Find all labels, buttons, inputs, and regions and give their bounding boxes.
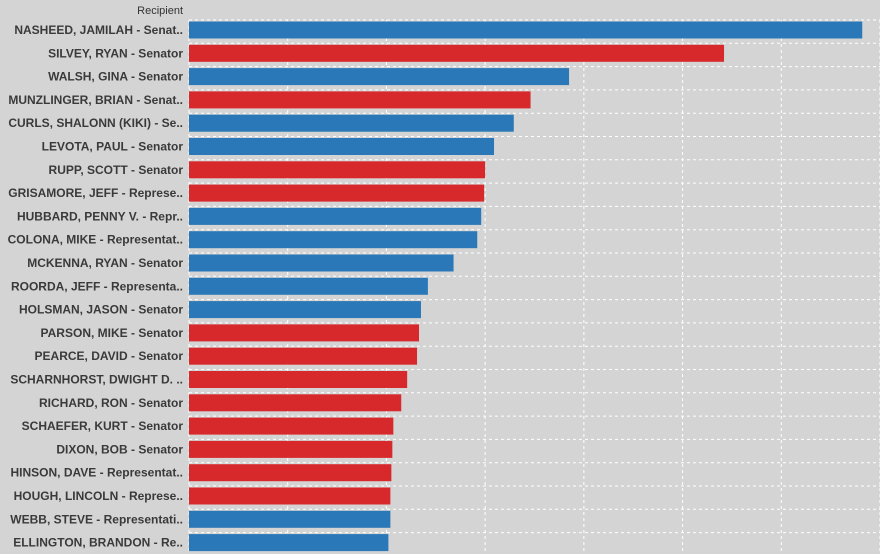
bar[interactable] xyxy=(189,417,394,435)
bar[interactable] xyxy=(189,464,392,482)
bar[interactable] xyxy=(189,44,725,62)
bar-row: HOLSMAN, JASON - Senator xyxy=(19,301,421,319)
category-label: SCHAEFER, KURT - Senator xyxy=(22,419,184,433)
bar[interactable] xyxy=(189,68,570,86)
bar-row: HINSON, DAVE - Representat.. xyxy=(11,464,392,482)
category-label: RUPP, SCOTT - Senator xyxy=(49,163,184,177)
bar-row: NASHEED, JAMILAH - Senat.. xyxy=(14,21,863,39)
bar-row: CURLS, SHALONN (KIKI) - Se.. xyxy=(8,114,514,132)
bar-row: HOUGH, LINCOLN - Represe.. xyxy=(14,487,391,505)
bar[interactable] xyxy=(189,207,482,225)
bar-row: WEBB, STEVE - Representati.. xyxy=(10,510,391,528)
bar-row: DIXON, BOB - Senator xyxy=(56,440,393,458)
bar-row: WALSH, GINA - Senator xyxy=(48,68,570,86)
category-label: HUBBARD, PENNY V. - Repr.. xyxy=(17,209,183,223)
category-label: DIXON, BOB - Senator xyxy=(56,442,183,456)
category-label: HOUGH, LINCOLN - Represe.. xyxy=(14,489,183,503)
category-label: MCKENNA, RYAN - Senator xyxy=(27,256,183,270)
bar[interactable] xyxy=(189,254,454,272)
category-label: GRISAMORE, JEFF - Represe.. xyxy=(8,186,183,200)
bar-row: RICHARD, RON - Senator xyxy=(39,394,402,412)
bar-row: HUBBARD, PENNY V. - Repr.. xyxy=(17,207,482,225)
category-label: SCHARNHORST, DWIGHT D. .. xyxy=(10,373,183,387)
bar[interactable] xyxy=(189,231,478,249)
category-label: CURLS, SHALONN (KIKI) - Se.. xyxy=(8,116,183,130)
bar[interactable] xyxy=(189,21,863,39)
category-label: NASHEED, JAMILAH - Senat.. xyxy=(14,23,183,37)
bar[interactable] xyxy=(189,487,391,505)
bar[interactable] xyxy=(189,371,408,388)
category-label: ROORDA, JEFF - Representa.. xyxy=(11,279,183,293)
category-label: ELLINGTON, BRANDON - Re.. xyxy=(13,536,183,550)
bar-row: SCHAEFER, KURT - Senator xyxy=(22,417,394,435)
bar[interactable] xyxy=(189,277,428,295)
bar[interactable] xyxy=(189,347,418,365)
bar-row: MCKENNA, RYAN - Senator xyxy=(27,254,454,272)
bar-row: SCHARNHORST, DWIGHT D. .. xyxy=(10,371,408,388)
bar-row: GRISAMORE, JEFF - Represe.. xyxy=(8,184,485,202)
bar-row: ROORDA, JEFF - Representa.. xyxy=(11,277,428,295)
category-label: HINSON, DAVE - Representat.. xyxy=(11,466,183,480)
bar-row: SILVEY, RYAN - Senator xyxy=(48,44,725,62)
bar-row: PEARCE, DAVID - Senator xyxy=(35,347,418,365)
bar-row: RUPP, SCOTT - Senator xyxy=(49,161,486,179)
category-label: LEVOTA, PAUL - Senator xyxy=(42,140,184,154)
bar[interactable] xyxy=(189,324,420,342)
y-axis-title: Recipient xyxy=(137,5,183,17)
bar[interactable] xyxy=(189,114,514,132)
bar[interactable] xyxy=(189,510,391,528)
category-label: WALSH, GINA - Senator xyxy=(48,70,183,84)
category-label: HOLSMAN, JASON - Senator xyxy=(19,303,183,317)
bar[interactable] xyxy=(189,184,485,202)
bar[interactable] xyxy=(189,394,402,412)
bar[interactable] xyxy=(189,91,531,109)
bar[interactable] xyxy=(189,440,393,458)
category-label: COLONA, MIKE - Representat.. xyxy=(8,233,183,247)
category-label: MUNZLINGER, BRIAN - Senat.. xyxy=(8,93,183,107)
category-label: RICHARD, RON - Senator xyxy=(39,396,183,410)
bar-row: ELLINGTON, BRANDON - Re.. xyxy=(13,534,389,552)
bar[interactable] xyxy=(189,301,421,319)
bar-rows: NASHEED, JAMILAH - Senat.. SILVEY, RYAN -… xyxy=(8,21,863,552)
bar-row: MUNZLINGER, BRIAN - Senat.. xyxy=(8,91,531,109)
category-label: WEBB, STEVE - Representati.. xyxy=(10,512,183,526)
gridlines xyxy=(188,19,880,554)
bar-row: COLONA, MIKE - Representat.. xyxy=(8,231,478,249)
category-label: PARSON, MIKE - Senator xyxy=(41,326,184,340)
bar-row: PARSON, MIKE - Senator xyxy=(41,324,420,342)
category-label: SILVEY, RYAN - Senator xyxy=(48,46,183,60)
bar[interactable] xyxy=(189,161,486,179)
category-label: PEARCE, DAVID - Senator xyxy=(35,349,184,363)
bar[interactable] xyxy=(189,138,495,155)
bar-row: LEVOTA, PAUL - Senator xyxy=(42,138,495,155)
bar[interactable] xyxy=(189,534,389,552)
